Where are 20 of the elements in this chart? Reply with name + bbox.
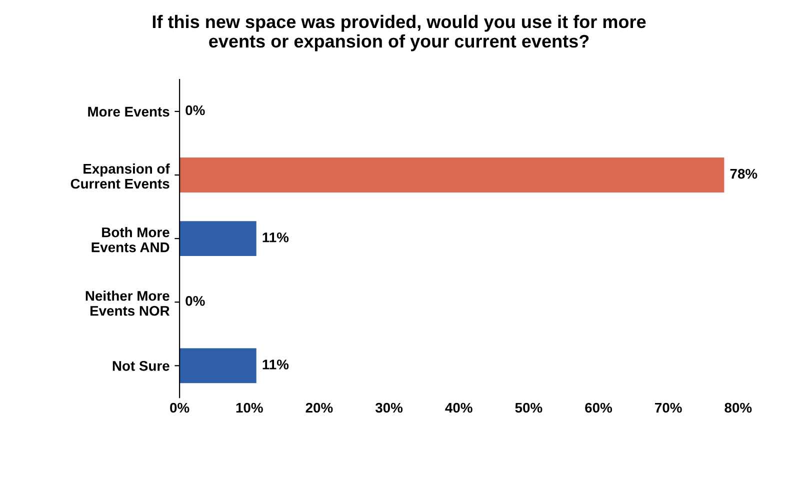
- y-tick-label: More Events: [88, 106, 170, 117]
- y-tick-label: Expansion of Current Events: [70, 164, 170, 189]
- data-label: 0%: [186, 296, 205, 306]
- x-tick-label: 10%: [236, 402, 263, 413]
- x-tick-label: 80%: [724, 402, 752, 413]
- x-tick-label: 20%: [306, 402, 333, 413]
- x-tick-label: 30%: [375, 402, 403, 413]
- chart-title: If this new space was provided, would you use it for more events or expansion of your current events?: [152, 14, 646, 52]
- x-tick-label: 40%: [445, 402, 472, 413]
- x-tick-label: 60%: [585, 402, 612, 413]
- y-tick-label: Both More Events AND: [92, 227, 170, 252]
- data-label: 11%: [262, 232, 289, 242]
- data-label: 78%: [730, 168, 758, 179]
- data-label: 11%: [262, 360, 289, 370]
- x-tick-label: 70%: [655, 402, 682, 413]
- x-tick-label: 0%: [170, 402, 190, 413]
- y-tick-label: Not Sure: [112, 361, 170, 371]
- data-label: 0%: [186, 105, 205, 116]
- y-tick-label: Neither More Events NOR: [86, 290, 170, 316]
- x-tick-label: 50%: [515, 402, 542, 413]
